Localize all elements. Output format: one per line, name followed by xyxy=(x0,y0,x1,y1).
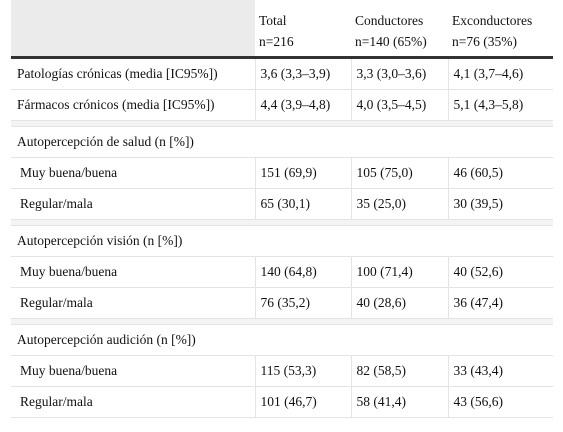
cell-conductores: 35 (25,0) xyxy=(351,188,449,220)
table-row: Muy buena/buena 140 (64,8) 100 (71,4) 40… xyxy=(11,256,553,288)
header-conductores-title: Conductores xyxy=(355,13,424,28)
header-total-count: n=216 xyxy=(259,34,294,49)
header-exconductores-count: n=76 (35%) xyxy=(452,34,517,49)
cell-total: 115 (53,3) xyxy=(255,355,352,387)
section-header-row: Autopercepción de salud (n [%]) xyxy=(11,126,553,158)
cell-total: 151 (69,9) xyxy=(255,157,352,189)
table-row: Muy buena/buena 151 (69,9) 105 (75,0) 46… xyxy=(11,157,553,189)
spacer-cell xyxy=(11,219,553,226)
row-label: Fármacos crónicos (media [IC95%]) xyxy=(11,89,256,121)
cell-total: 3,6 (3,3–3,9) xyxy=(255,57,352,90)
table-header-row: Total n=216 Conductores n=140 (65%) Exco… xyxy=(11,0,553,59)
section-title: Autopercepción audición (n [%]) xyxy=(11,324,553,356)
cell-conductores: 100 (71,4) xyxy=(351,256,449,288)
cell-conductores: 58 (41,4) xyxy=(351,386,449,418)
row-label: Muy buena/buena xyxy=(11,355,256,387)
header-cell-total: Total n=216 xyxy=(255,0,351,59)
row-label: Patologías crónicas (media [IC95%]) xyxy=(11,57,256,90)
cell-total: 4,4 (3,9–4,8) xyxy=(255,89,352,121)
cell-conductores: 3,3 (3,0–3,6) xyxy=(351,57,449,90)
table-row: Muy buena/buena 115 (53,3) 82 (58,5) 33 … xyxy=(11,355,553,387)
cell-exconductores: 36 (47,4) xyxy=(448,287,553,319)
data-table-container: Total n=216 Conductores n=140 (65%) Exco… xyxy=(11,0,553,418)
cell-conductores: 4,0 (3,5–4,5) xyxy=(351,89,449,121)
cell-exconductores: 30 (39,5) xyxy=(448,188,553,220)
cell-total: 65 (30,1) xyxy=(255,188,352,220)
cell-total: 140 (64,8) xyxy=(255,256,352,288)
row-label: Regular/mala xyxy=(11,386,256,418)
header-conductores-count: n=140 (65%) xyxy=(355,34,427,49)
header-cell-exconductores: Exconductores n=76 (35%) xyxy=(448,0,553,59)
row-label: Muy buena/buena xyxy=(11,157,256,189)
cell-conductores: 40 (28,6) xyxy=(351,287,449,319)
cell-exconductores: 46 (60,5) xyxy=(448,157,553,189)
section-spacer xyxy=(11,219,553,226)
header-cell-empty xyxy=(11,0,255,59)
table-row: Regular/mala 65 (30,1) 35 (25,0) 30 (39,… xyxy=(11,188,553,220)
cell-exconductores: 4,1 (3,7–4,6) xyxy=(448,57,553,90)
cell-exconductores: 40 (52,6) xyxy=(448,256,553,288)
section-header-row: Autopercepción visión (n [%]) xyxy=(11,225,553,257)
table-row: Fármacos crónicos (media [IC95%]) 4,4 (3… xyxy=(11,89,553,121)
cell-exconductores: 5,1 (4,3–5,8) xyxy=(448,89,553,121)
spacer-cell xyxy=(11,120,553,127)
table-row: Regular/mala 76 (35,2) 40 (28,6) 36 (47,… xyxy=(11,287,553,319)
section-spacer xyxy=(11,318,553,325)
cell-exconductores: 33 (43,4) xyxy=(448,355,553,387)
cell-conductores: 105 (75,0) xyxy=(351,157,449,189)
cell-total: 76 (35,2) xyxy=(255,287,352,319)
section-header-row: Autopercepción audición (n [%]) xyxy=(11,324,553,356)
table-row: Patologías crónicas (media [IC95%]) 3,6 … xyxy=(11,57,553,90)
cell-total: 101 (46,7) xyxy=(255,386,352,418)
table-row: Regular/mala 101 (46,7) 58 (41,4) 43 (56… xyxy=(11,386,553,418)
header-exconductores-title: Exconductores xyxy=(452,13,533,28)
cell-exconductores: 43 (56,6) xyxy=(448,386,553,418)
header-total-title: Total xyxy=(259,13,287,28)
section-title: Autopercepción de salud (n [%]) xyxy=(11,126,553,158)
cell-conductores: 82 (58,5) xyxy=(351,355,449,387)
data-table: Total n=216 Conductores n=140 (65%) Exco… xyxy=(11,0,553,418)
row-label: Muy buena/buena xyxy=(11,256,256,288)
row-label: Regular/mala xyxy=(11,188,256,220)
header-cell-conductores: Conductores n=140 (65%) xyxy=(351,0,448,59)
section-title: Autopercepción visión (n [%]) xyxy=(11,225,553,257)
row-label: Regular/mala xyxy=(11,287,256,319)
section-spacer xyxy=(11,120,553,127)
spacer-cell xyxy=(11,318,553,325)
